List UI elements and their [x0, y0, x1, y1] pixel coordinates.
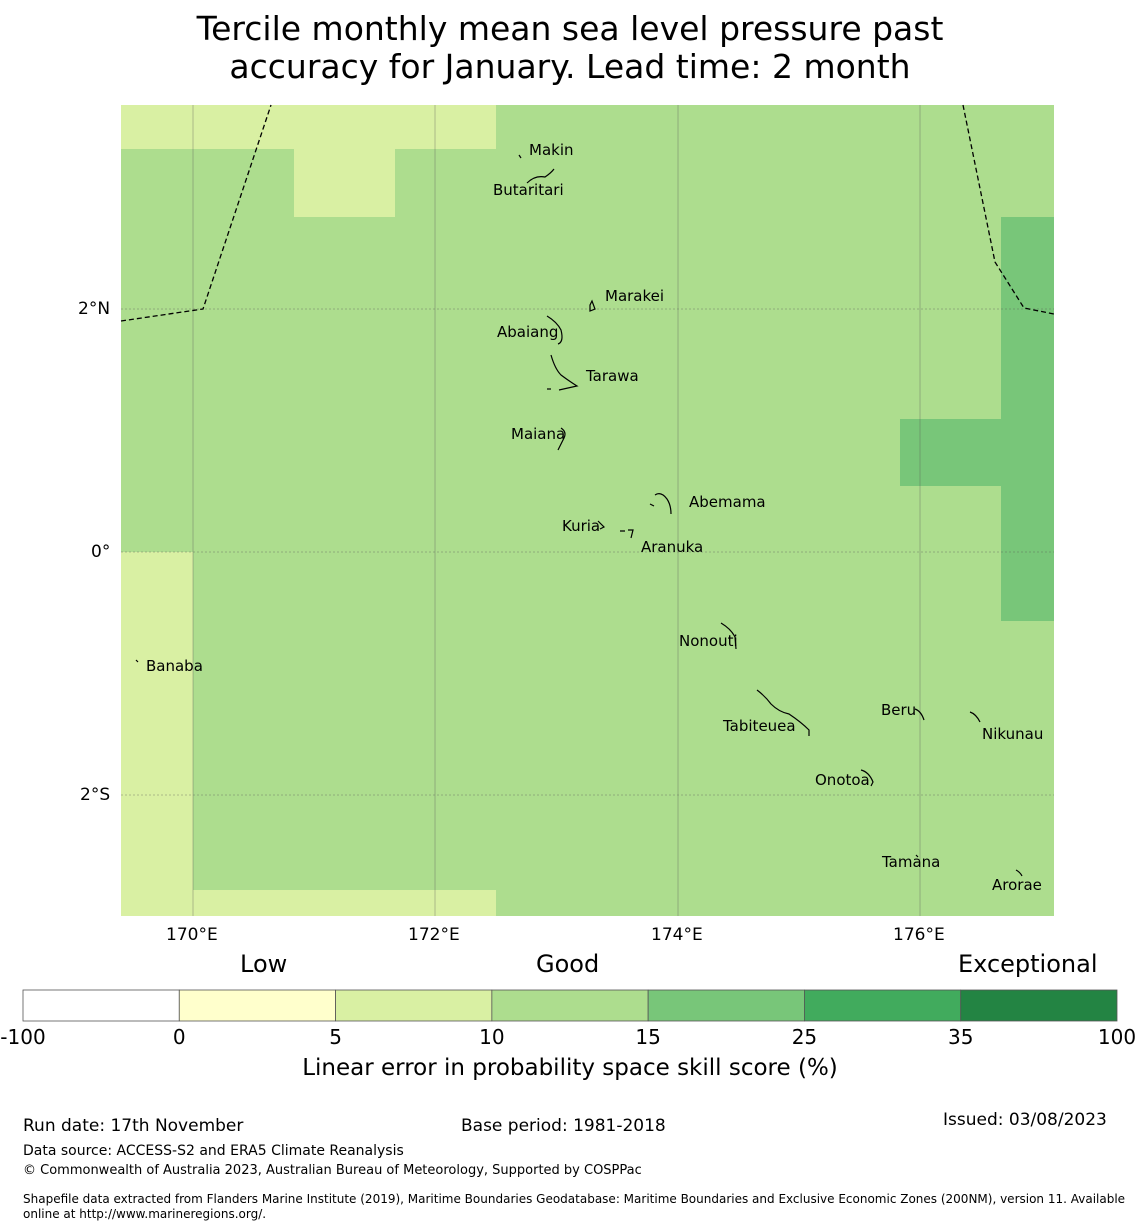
shapefile-credit-line-2: online at http://www.marineregions.org/. — [23, 1207, 267, 1221]
colorbar-cell-2 — [335, 989, 493, 1022]
skill-field — [121, 105, 1054, 916]
field-low-top-left — [121, 105, 496, 149]
label-abaiang: Abaiang — [497, 323, 558, 341]
island-nonouti-shape — [720, 622, 737, 650]
copyright: © Commonwealth of Australia 2023, Austra… — [23, 1163, 642, 1178]
colorbar-label-exceptional: Exceptional — [958, 950, 1098, 978]
lon-tick-176e: 176°E — [893, 925, 945, 945]
colorbar-tick-3: 10 — [479, 1025, 505, 1049]
colorbar-cell-4 — [647, 989, 805, 1022]
field-high-center — [900, 419, 1001, 486]
map-title: Tercile monthly mean sea level pressure … — [0, 10, 1140, 86]
colorbar-title: Linear error in probability space skill … — [302, 1055, 838, 1081]
island-butaritari-shape — [526, 168, 555, 184]
island-aranuka-shape — [620, 529, 634, 539]
island-kuria-shape — [597, 520, 606, 530]
field-high-right — [1001, 217, 1054, 621]
lat-tick-0: 0° — [91, 542, 111, 562]
colorbar-cell-6 — [960, 989, 1118, 1022]
run-date: Run date: 17th November — [23, 1116, 244, 1136]
island-tabiteuea-shape — [756, 689, 810, 736]
label-marakei: Marakei — [605, 287, 664, 305]
eez-boundary-east — [962, 104, 1055, 315]
base-period: Base period: 1981-2018 — [461, 1116, 666, 1136]
lat-tick-2n: 2°N — [78, 299, 111, 319]
field-low-bottom — [193, 890, 496, 916]
colorbar-cell-5 — [804, 989, 962, 1022]
island-abemama-shape — [649, 493, 672, 515]
label-nonouti: Nonouti — [679, 632, 738, 650]
island-banaba-shape — [135, 659, 139, 663]
label-makin: Makin — [529, 141, 574, 159]
label-kuria: Kuria — [562, 517, 600, 535]
lon-tick-174e: 174°E — [651, 925, 703, 945]
colorbar-tick-5: 25 — [791, 1025, 818, 1049]
issued-date: Issued: 03/08/2023 — [943, 1110, 1107, 1130]
title-line-2: accuracy for January. Lead time: 2 month — [229, 47, 911, 86]
colorbar-label-good: Good — [536, 950, 600, 978]
colorbar-tick-0: -100 — [0, 1025, 46, 1049]
colorbar-tick-7: 100 — [1097, 1025, 1137, 1049]
label-tamana: Tamana — [881, 853, 940, 871]
eez-boundaries — [120, 104, 1055, 322]
island-tarawa-shape — [550, 354, 579, 391]
island-beru-shape — [914, 708, 925, 721]
colorbar — [22, 989, 1118, 1022]
colorbar-tick-6: 35 — [947, 1025, 974, 1049]
colorbar-tick-1: 0 — [172, 1025, 186, 1049]
label-beru: Beru — [881, 701, 916, 719]
field-low-left — [121, 552, 193, 916]
label-maiana: Maiana — [511, 425, 565, 443]
label-onotoa: Onotoa — [815, 771, 870, 789]
eez-boundary-west — [120, 104, 272, 322]
colorbar-tick-4: 15 — [635, 1025, 661, 1049]
island-makin-shape — [518, 154, 522, 159]
island-arorae-shape — [1015, 869, 1023, 877]
label-nikunau: Nikunau — [982, 725, 1043, 743]
field-low-top-notch — [294, 149, 395, 217]
island-maiana-shape — [557, 427, 566, 451]
shapefile-credit-line-1: Shapefile data extracted from Flanders M… — [23, 1192, 1126, 1206]
lat-tick-2s: 2°S — [80, 785, 111, 805]
colorbar-cell-1 — [178, 989, 336, 1022]
island-tamana-shape — [915, 854, 919, 858]
label-arorae: Arorae — [992, 876, 1042, 894]
label-tarawa: Tarawa — [585, 367, 639, 385]
label-aranuka: Aranuka — [641, 538, 703, 556]
graticule — [121, 105, 1054, 916]
island-outlines — [135, 154, 1023, 877]
lon-tick-170e: 170°E — [166, 925, 218, 945]
field-good-base — [121, 105, 1054, 916]
colorbar-tick-2: 5 — [329, 1025, 342, 1049]
island-marakei-shape — [589, 299, 596, 312]
island-nikunau-shape — [969, 711, 981, 723]
colorbar-cell-3 — [491, 989, 649, 1022]
label-abemama: Abemama — [689, 493, 766, 511]
colorbar-label-low: Low — [240, 950, 288, 978]
title-line-1: Tercile monthly mean sea level pressure … — [196, 9, 944, 48]
label-banaba: Banaba — [146, 657, 203, 675]
data-source: Data source: ACCESS-S2 and ERA5 Climate … — [23, 1143, 404, 1159]
label-tabiteuea: Tabiteuea — [722, 717, 796, 735]
lon-tick-172e: 172°E — [408, 925, 460, 945]
colorbar-cell-0 — [22, 989, 180, 1022]
island-labels: Makin Butaritari Marakei Abaiang Tarawa … — [146, 141, 1043, 894]
island-abaiang-shape — [546, 315, 563, 345]
label-butaritari: Butaritari — [493, 181, 564, 199]
island-onotoa-shape — [860, 769, 874, 787]
